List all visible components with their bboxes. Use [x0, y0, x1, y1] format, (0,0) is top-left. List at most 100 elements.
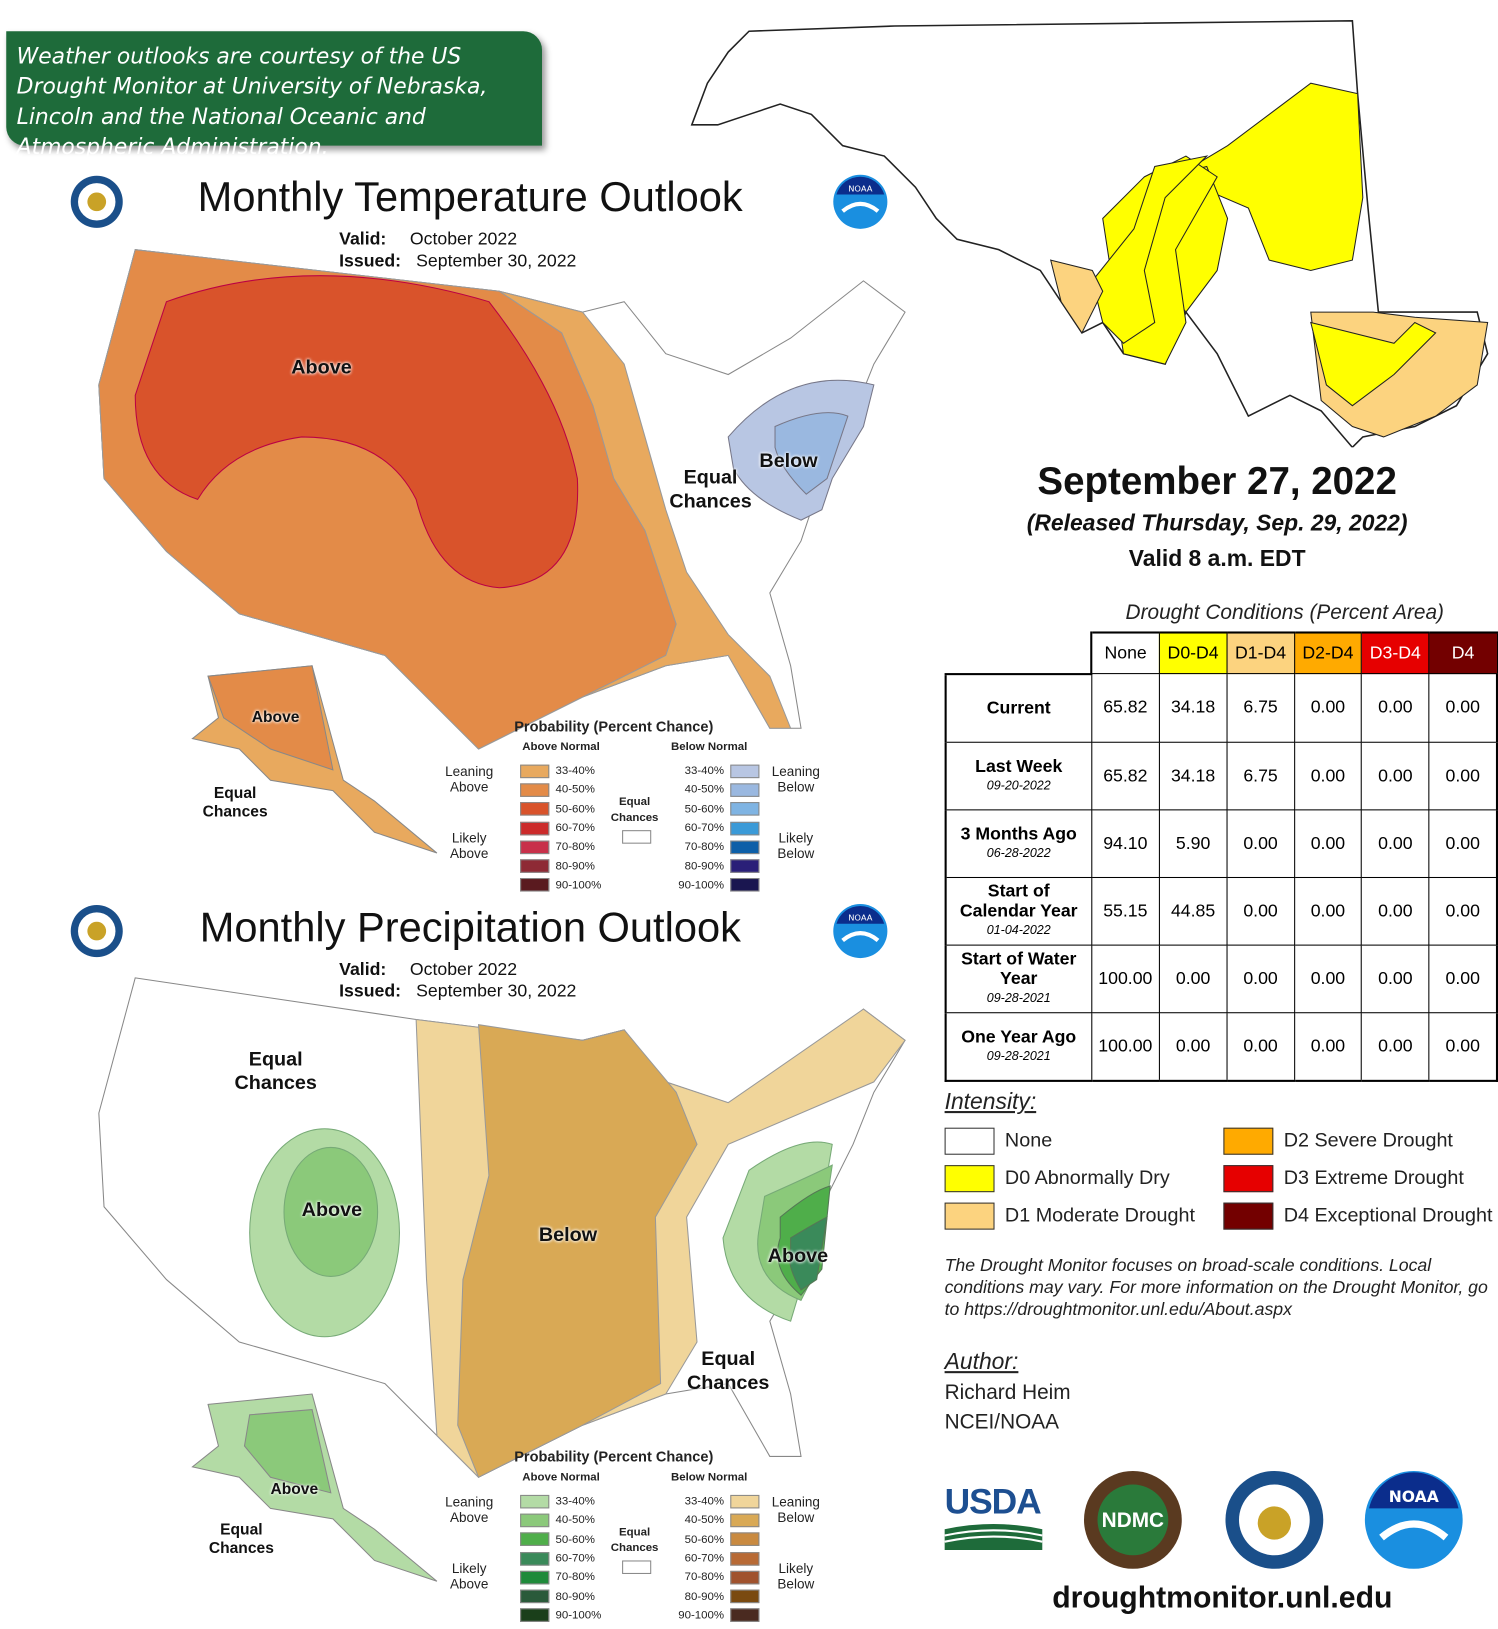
legend-range: 50-60% [684, 802, 725, 816]
noaa-logo: NOAA [1364, 1470, 1463, 1569]
precipitation-valid: Valid: October 2022 [339, 959, 518, 979]
precipitation-legend: Probability (Percent Chance) Above Norma… [437, 1448, 832, 1623]
legend-swatch-equal [622, 1560, 652, 1574]
column-header: D1-D4 [1226, 631, 1295, 675]
table-title: Drought Conditions (Percent Area) [1125, 601, 1444, 625]
legend-row: 33-40% [674, 1492, 760, 1511]
precipitation-issued: Issued: September 30, 2022 [339, 981, 577, 1001]
legend-row: 90-100% [674, 876, 760, 895]
column-header: D2-D4 [1293, 631, 1363, 675]
legend-row: 60-70% [520, 1549, 605, 1568]
table-cell: 0.00 [1226, 944, 1295, 1013]
legend-row: 33-40% [674, 761, 760, 780]
website-link[interactable]: droughtmonitor.unl.edu [1052, 1581, 1393, 1615]
legend-swatch [520, 1608, 550, 1623]
temp-label-ak-equal: Equal Chances [202, 784, 268, 821]
table-cell: 100.00 [1090, 944, 1160, 1013]
table-row: Current 65.82 34.18 6.75 0.00 0.00 0.00 [944, 673, 1498, 743]
table-cell: 0.00 [1293, 673, 1363, 743]
legend-above-header: Above Normal [522, 740, 600, 754]
legend-swatch [730, 859, 760, 873]
legend-likely-below: Likely Below [777, 1560, 815, 1592]
intensity-item: D2 Severe Drought [1223, 1122, 1498, 1159]
legend-swatch [520, 859, 550, 873]
intensity-label: D0 Abnormally Dry [1004, 1167, 1170, 1190]
legend-range: 90-100% [555, 878, 602, 892]
temperature-title: Monthly Temperature Outlook [197, 174, 743, 221]
legend-swatch [520, 802, 550, 816]
legend-range: 90-100% [678, 1609, 725, 1622]
intensity-label: None [1004, 1129, 1053, 1152]
legend-range: 33-40% [555, 1495, 595, 1508]
legend-row: 60-70% [520, 819, 605, 838]
temp-label-ak-above: Above [251, 708, 300, 727]
legend-row: 33-40% [520, 761, 605, 780]
temperature-map [98, 249, 906, 854]
table-row: 3 Months Ago 06-28-2022 94.10 5.90 0.00 0.00 0… [944, 808, 1498, 878]
row-header: Last Week 09-20-2022 [944, 741, 1092, 810]
precip-label-below: Below [538, 1224, 598, 1247]
legend-row: 50-60% [520, 800, 605, 819]
usda-wave-icon [944, 1524, 1043, 1551]
legend-row: 50-60% [674, 800, 760, 819]
row-header: Start of Calendar Year 01-04-2022 [944, 876, 1092, 946]
table-cell: 0.00 [1428, 741, 1498, 810]
drought-released: (Released Thursday, Sep. 29, 2022) [1026, 509, 1408, 536]
legend-range: 90-100% [678, 878, 725, 892]
column-header: None [1090, 631, 1160, 675]
intensity-label: D3 Extreme Drought [1283, 1167, 1464, 1190]
legend-swatch [730, 802, 760, 816]
intensity-swatch [1223, 1165, 1274, 1193]
legend-row: 60-70% [674, 819, 760, 838]
legend-range: 60-70% [684, 821, 725, 835]
legend-swatch [730, 1608, 760, 1623]
row-label: Last Week [975, 755, 1063, 776]
column-header: D0-D4 [1158, 631, 1228, 675]
table-cell: 0.00 [1293, 808, 1363, 878]
noaa-logo-icon: NOAA [833, 904, 888, 959]
legend-range: 40-50% [684, 1514, 725, 1527]
table-cell: 0.00 [1226, 1011, 1295, 1082]
legend-row: 70-80% [674, 1568, 760, 1587]
legend-range: 70-80% [684, 1571, 725, 1584]
column-header: D3-D4 [1361, 631, 1430, 675]
svg-text:NDMC: NDMC [1102, 1509, 1164, 1532]
legend-swatch [730, 1494, 760, 1509]
intensity-item: D4 Exceptional Drought [1223, 1197, 1498, 1234]
table-cell: 0.00 [1293, 1011, 1363, 1082]
legend-swatch [520, 1513, 550, 1528]
column-header: D4 [1428, 631, 1498, 675]
legend-below-header: Below Normal [670, 1470, 748, 1484]
precip-label-above-west: Above [301, 1199, 363, 1222]
intensity-label: D1 Moderate Drought [1004, 1204, 1196, 1227]
maryland-drought-map [690, 20, 1489, 448]
intensity-item: D3 Extreme Drought [1223, 1160, 1498, 1197]
table-cell: 65.82 [1090, 673, 1160, 743]
row-label: One Year Ago [961, 1026, 1077, 1047]
intensity-item: None [944, 1122, 1224, 1159]
legend-likely-above: Likely Above [449, 830, 489, 862]
legend-below-header: Below Normal [670, 740, 748, 754]
temperature-valid: Valid: October 2022 [339, 228, 518, 249]
legend-row: 40-50% [674, 1511, 760, 1530]
table-cell: 0.00 [1361, 1011, 1430, 1082]
row-date: 01-04-2022 [986, 922, 1051, 938]
legend-range: 60-70% [684, 1552, 725, 1565]
table-cell: 0.00 [1428, 944, 1498, 1013]
intensity-item: D1 Moderate Drought [944, 1197, 1224, 1234]
precipitation-map [98, 977, 906, 1582]
legend-above-header: Above Normal [522, 1470, 600, 1484]
legend-row: 90-100% [674, 1606, 760, 1625]
legend-row: 60-70% [674, 1549, 760, 1568]
legend-swatch [520, 1589, 550, 1604]
legend-row: 40-50% [674, 781, 760, 800]
legend-likely-above: Likely Above [449, 1560, 489, 1592]
legend-row: 90-100% [520, 876, 605, 895]
legend-leaning-below: Leaning Below [771, 1493, 820, 1526]
legend-swatch [730, 878, 760, 892]
table-cell: 100.00 [1090, 1011, 1160, 1082]
precip-label-above-east: Above [767, 1245, 829, 1268]
legend-range: 60-70% [555, 821, 595, 835]
legend-row: 80-90% [674, 1587, 760, 1606]
legend-range: 50-60% [684, 1533, 725, 1546]
